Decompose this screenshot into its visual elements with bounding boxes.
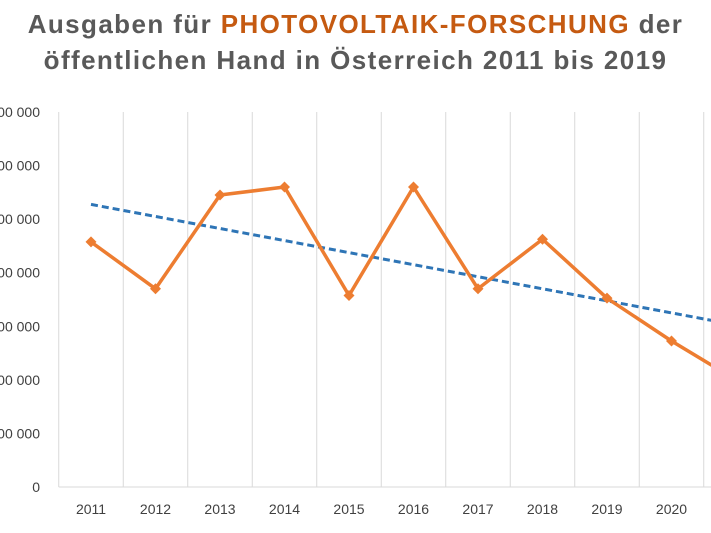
y-tick-label: 6 000 000 — [0, 318, 40, 334]
data-point-marker — [150, 283, 161, 295]
chart-title-line1: Ausgaben für PHOTOVOLTAIK-FORSCHUNG der — [0, 6, 711, 42]
data-point-marker — [666, 335, 677, 347]
y-tick-label: 4 000 000 — [0, 372, 40, 388]
title-highlight: PHOTOVOLTAIK-FORSCHUNG — [220, 9, 630, 39]
y-tick-label: 0 — [32, 479, 40, 495]
chart-title-line2: öffentlichen Hand in Österreich 2011 bis… — [43, 45, 668, 75]
x-tick-label: 2016 — [398, 501, 429, 517]
title-suffix: der — [629, 9, 684, 39]
data-point-marker — [214, 189, 226, 201]
x-tick-label: 2020 — [656, 501, 687, 517]
data-point-marker — [343, 289, 355, 301]
x-tick-label: 2011 — [76, 501, 106, 517]
y-tick-label: 12 000 000 — [0, 158, 40, 174]
y-tick-label: 14 000 000 — [0, 104, 40, 120]
data-point-marker — [601, 292, 613, 304]
y-tick-label: 2 000 000 — [0, 425, 40, 441]
y-tick-label: 10 000 000 — [0, 211, 40, 227]
x-tick-label: 2019 — [591, 501, 622, 517]
data-point-marker — [408, 181, 419, 193]
chart-title: Ausgaben für PHOTOVOLTAIK-FORSCHUNG der … — [0, 6, 711, 78]
data-point-marker — [537, 233, 548, 245]
series-line — [89, 185, 711, 367]
x-tick-label: 2017 — [462, 501, 493, 517]
title-prefix: Ausgaben für — [27, 9, 221, 39]
x-tick-label: 2018 — [527, 501, 558, 517]
x-tick-label: 2014 — [269, 501, 300, 517]
data-point-marker — [279, 181, 290, 193]
data-point-marker — [472, 283, 484, 295]
x-tick-label: 2012 — [140, 501, 171, 517]
x-tick-label: 2015 — [333, 501, 364, 517]
data-point-marker — [85, 236, 97, 248]
x-tick-label: 2013 — [204, 501, 235, 517]
y-tick-label: 8 000 000 — [0, 265, 40, 281]
